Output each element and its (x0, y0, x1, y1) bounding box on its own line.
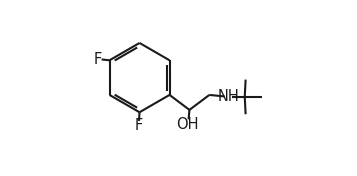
Text: NH: NH (217, 89, 239, 104)
Text: F: F (94, 52, 102, 67)
Text: F: F (135, 118, 143, 133)
Text: OH: OH (176, 117, 199, 132)
